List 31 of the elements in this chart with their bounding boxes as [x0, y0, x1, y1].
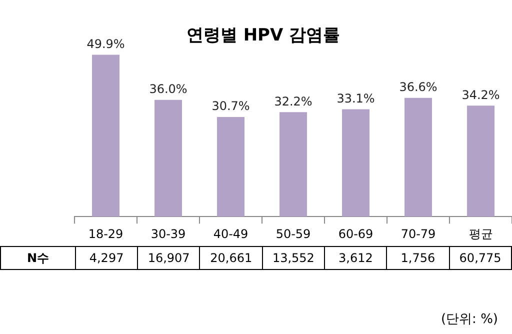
text: 13,552	[262, 246, 325, 270]
data-label: 36.0%	[149, 82, 188, 96]
text: 16,907	[138, 246, 200, 270]
chart-title: 연령별 HPV 감염률	[186, 25, 340, 46]
text: N수	[0, 246, 76, 270]
x-tick-label: 50-59	[276, 226, 311, 241]
data-label: 32.2%	[274, 94, 312, 108]
x-tick-label: 40-49	[213, 226, 248, 241]
text: 4,297	[75, 246, 138, 270]
data-label: 33.1%	[336, 91, 375, 106]
x-tick-label: 30-39	[150, 226, 186, 241]
x-tick-label: 평균	[468, 226, 493, 241]
bar	[342, 109, 370, 217]
bar	[92, 54, 120, 217]
x-tick-label: 18-29	[88, 226, 124, 241]
text: 20,661	[200, 246, 262, 270]
bar	[280, 112, 307, 217]
data-label: 49.9%	[86, 36, 125, 51]
text: 3,612	[324, 246, 387, 270]
bar	[467, 106, 494, 217]
x-tick-label: 60-69	[338, 226, 374, 241]
bar	[404, 98, 432, 217]
data-label: 36.6%	[399, 80, 438, 94]
bar	[217, 117, 244, 217]
text: 60,775	[449, 246, 512, 270]
text: (단위: %)	[440, 311, 498, 328]
bar	[154, 100, 182, 217]
text: 1,756	[386, 246, 450, 270]
data-label: 34.2%	[462, 88, 500, 102]
x-tick-label: 70-79	[400, 226, 436, 241]
data-label: 30.7%	[212, 99, 250, 114]
